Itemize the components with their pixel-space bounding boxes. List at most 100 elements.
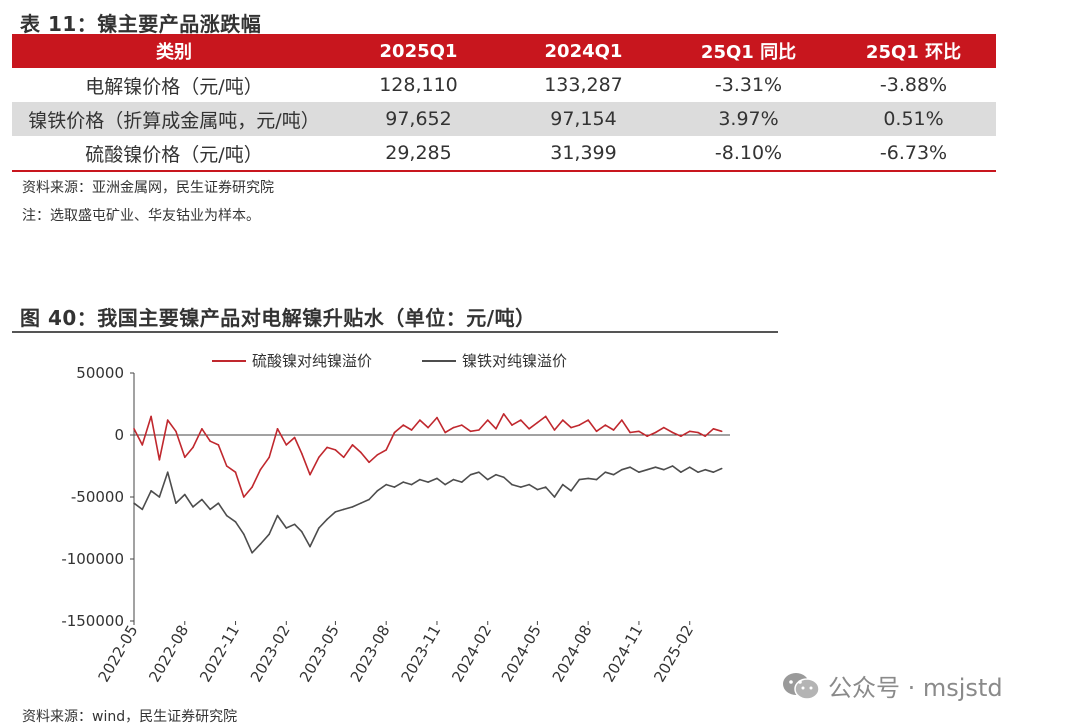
series-0-point (225, 465, 228, 467)
y-tick-label: -50000 (71, 488, 124, 506)
row-yoy: 3.97% (666, 102, 831, 136)
series-1-point (166, 471, 169, 473)
series-1-point (612, 473, 615, 476)
series-0-point (671, 431, 674, 434)
header-qoq: 25Q1 环比 (831, 34, 996, 68)
series-1-point (368, 498, 370, 501)
chart-title-rule (12, 331, 778, 333)
series-0-point (553, 429, 556, 431)
series-0-point (511, 424, 513, 426)
series-0-point (520, 419, 522, 421)
row-category: 硫酸镍价格（元/吨） (12, 136, 336, 172)
series-1-point (150, 490, 152, 492)
series-0-point (478, 429, 480, 431)
row-2025q1: 128,110 (379, 74, 458, 96)
x-tick-label: 2024-08 (549, 622, 596, 685)
series-1-point (209, 508, 211, 511)
series-0-point (562, 419, 564, 421)
series-1-point (326, 518, 328, 521)
table-row: 硫酸镍价格（元/吨） 29,285 31,399 -8.10% -6.73% (12, 136, 996, 172)
series-0-point (444, 431, 447, 434)
row-2025q1: 97,652 (336, 102, 501, 136)
series-0-point (393, 431, 396, 434)
watermark: 公众号 · msjstd (782, 668, 1003, 703)
series-1-point (520, 486, 522, 488)
series-0-point (452, 426, 455, 429)
series-1-point (293, 523, 296, 526)
row-yoy: -3.31% (714, 74, 783, 96)
x-tick-label: 2023-08 (347, 622, 394, 685)
series-0-point (141, 444, 144, 446)
series-1-point (351, 506, 354, 508)
series-1-point (385, 483, 388, 486)
series-0-point (495, 428, 497, 430)
series-1-point (175, 502, 177, 504)
legend-label-1: 镍铁对纯镍溢价 (462, 352, 567, 370)
series-1-point (595, 478, 598, 481)
series-0-point (646, 435, 648, 437)
row-2024q1: 133,287 (544, 74, 623, 96)
series-0-point (638, 430, 640, 433)
header-2024q1: 2024Q1 (501, 34, 666, 68)
series-1-point (410, 483, 413, 486)
table-row: 镍铁价格（折算成金属吨，元/吨） 97,652 97,154 3.97% 0.5… (12, 102, 996, 136)
series-1-point (680, 471, 682, 473)
series-1-point (360, 502, 362, 504)
series-1-point (318, 527, 320, 529)
chart-legend: 硫酸镍对纯镍溢价 镍铁对纯镍溢价 (212, 352, 567, 370)
series-1-point (436, 477, 438, 480)
series-1-point (712, 471, 715, 473)
chart-lines (133, 413, 723, 554)
series-0-point (697, 431, 699, 434)
x-tick-label: 2025-02 (650, 622, 697, 685)
series-1-point (646, 468, 648, 471)
series-0-point (621, 419, 623, 421)
series-1-point (638, 471, 640, 473)
row-qoq: -6.73% (831, 136, 996, 172)
row-category: 电解镍价格（元/吨） (85, 75, 263, 98)
series-0-point (133, 428, 135, 430)
row-yoy: -8.10% (666, 136, 831, 172)
series-0-point (402, 424, 405, 426)
table-row: 电解镍价格（元/吨） 128,110 133,287 -3.31% -3.88% (12, 68, 996, 102)
table-note: 注：选取盛屯矿业、华友钴业为样本。 (22, 208, 260, 224)
table-source: 资料来源：亚洲金属网，民生证券研究院 (22, 180, 274, 196)
series-1-point (502, 476, 505, 478)
series-0-point (704, 435, 706, 437)
series-0-point (150, 415, 152, 418)
series-1-point (444, 483, 447, 486)
series-1-point (486, 478, 489, 481)
series-0-point (175, 430, 177, 433)
series-1-point (334, 511, 337, 513)
x-tick-label: 2024-02 (448, 622, 495, 685)
series-1-point (243, 533, 245, 535)
series-0-point (301, 452, 303, 455)
series-0-point (486, 419, 489, 421)
series-1-point (528, 483, 530, 486)
price-change-table: 类别 2025Q1 2024Q1 25Q1 同比 25Q1 环比 电解镍价格（元… (12, 34, 996, 172)
series-1-point (285, 527, 288, 529)
series-1-point (461, 481, 463, 483)
series-1-point (553, 496, 556, 498)
series-1-point (544, 486, 547, 488)
y-tick-label: -150000 (61, 612, 124, 630)
series-1-point (184, 493, 186, 496)
header-yoy: 25Q1 同比 (666, 34, 831, 68)
row-2025q1: 29,285 (336, 136, 501, 172)
series-1-point (511, 483, 513, 486)
watermark-text: 公众号 · msjstd (828, 674, 1003, 702)
series-0-point (360, 451, 362, 454)
series-1-point (478, 471, 480, 473)
series-1-point (570, 490, 572, 492)
series-0-point (570, 426, 572, 429)
table-title: 表 11：镍主要产品涨跌幅 (20, 12, 262, 36)
wechat-icon (783, 672, 820, 700)
series-0-point (368, 461, 370, 464)
series-0-point (720, 430, 723, 433)
series-1-point (469, 473, 472, 476)
series-line-0 (133, 413, 722, 498)
x-tick-label: 2022-11 (196, 622, 243, 685)
series-0-point (326, 446, 328, 449)
series-1-point (663, 468, 665, 471)
